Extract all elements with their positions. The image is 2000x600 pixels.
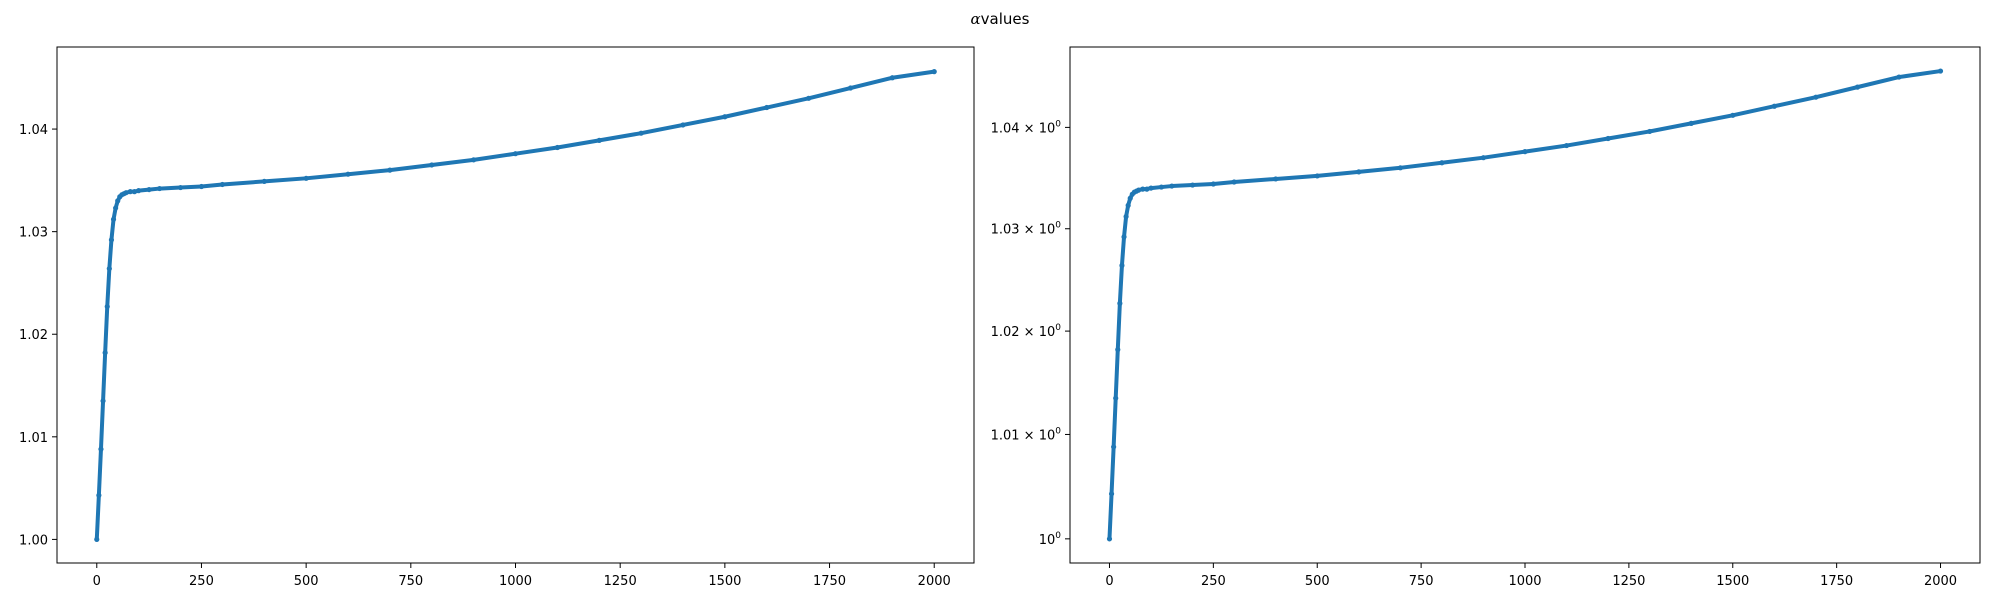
data-point: [98, 446, 104, 452]
data-point: [146, 186, 152, 193]
data-point: [104, 303, 110, 310]
axes-frame: [56, 46, 975, 564]
data-point: [512, 151, 519, 157]
data-point: [889, 75, 895, 81]
data-point: [931, 69, 937, 75]
data-point: [156, 185, 163, 192]
data-point: [131, 189, 138, 195]
data-point: [113, 205, 119, 211]
y-tick-label: 1.02: [19, 328, 48, 343]
x-tick-label: 1500: [708, 574, 741, 589]
data-point: [680, 122, 686, 128]
series-line: [94, 69, 937, 542]
data-point: [110, 216, 117, 222]
suptitle-symbol: α: [970, 10, 981, 28]
data-point: [100, 398, 106, 404]
data-point: [261, 178, 267, 184]
data-point: [136, 188, 142, 194]
x-tick-label: 0: [93, 574, 101, 589]
data-point: [106, 265, 112, 272]
y-tick-label: 1.01: [19, 431, 48, 446]
x-tick-label: 750: [398, 574, 423, 589]
data-point: [219, 181, 225, 188]
data-point: [96, 492, 102, 498]
y-tick-label: 1.04: [19, 123, 48, 138]
data-point: [108, 237, 115, 243]
suptitle-text: values: [980, 10, 1030, 28]
data-point: [123, 190, 129, 196]
data-point: [596, 137, 602, 143]
data-point: [554, 144, 560, 151]
data-point: [764, 104, 770, 111]
x-tick-label: 2000: [918, 574, 951, 589]
data-point: [471, 157, 477, 163]
data-point: [127, 189, 133, 195]
data-point: [177, 184, 184, 191]
data-point: [345, 171, 351, 177]
x-tick-label: 1750: [813, 574, 846, 589]
y-tick-label: 1.00: [19, 533, 48, 548]
data-point: [722, 114, 728, 120]
data-point: [847, 85, 854, 91]
data-point: [806, 95, 812, 101]
data-point: [94, 536, 100, 543]
data-point: [429, 162, 435, 168]
data-point: [198, 183, 205, 190]
x-tick-label: 1000: [499, 574, 532, 589]
x-tick-label: 250: [189, 574, 214, 589]
data-point: [387, 167, 393, 173]
data-point: [303, 175, 309, 181]
y-tick-label: 1.03: [19, 226, 48, 241]
x-tick-label: 1250: [604, 574, 637, 589]
figure-suptitle: αvalues: [0, 10, 2000, 28]
data-point: [115, 198, 121, 204]
x-tick-label: 500: [294, 574, 319, 589]
data-point: [102, 350, 108, 356]
data-point: [638, 130, 644, 136]
